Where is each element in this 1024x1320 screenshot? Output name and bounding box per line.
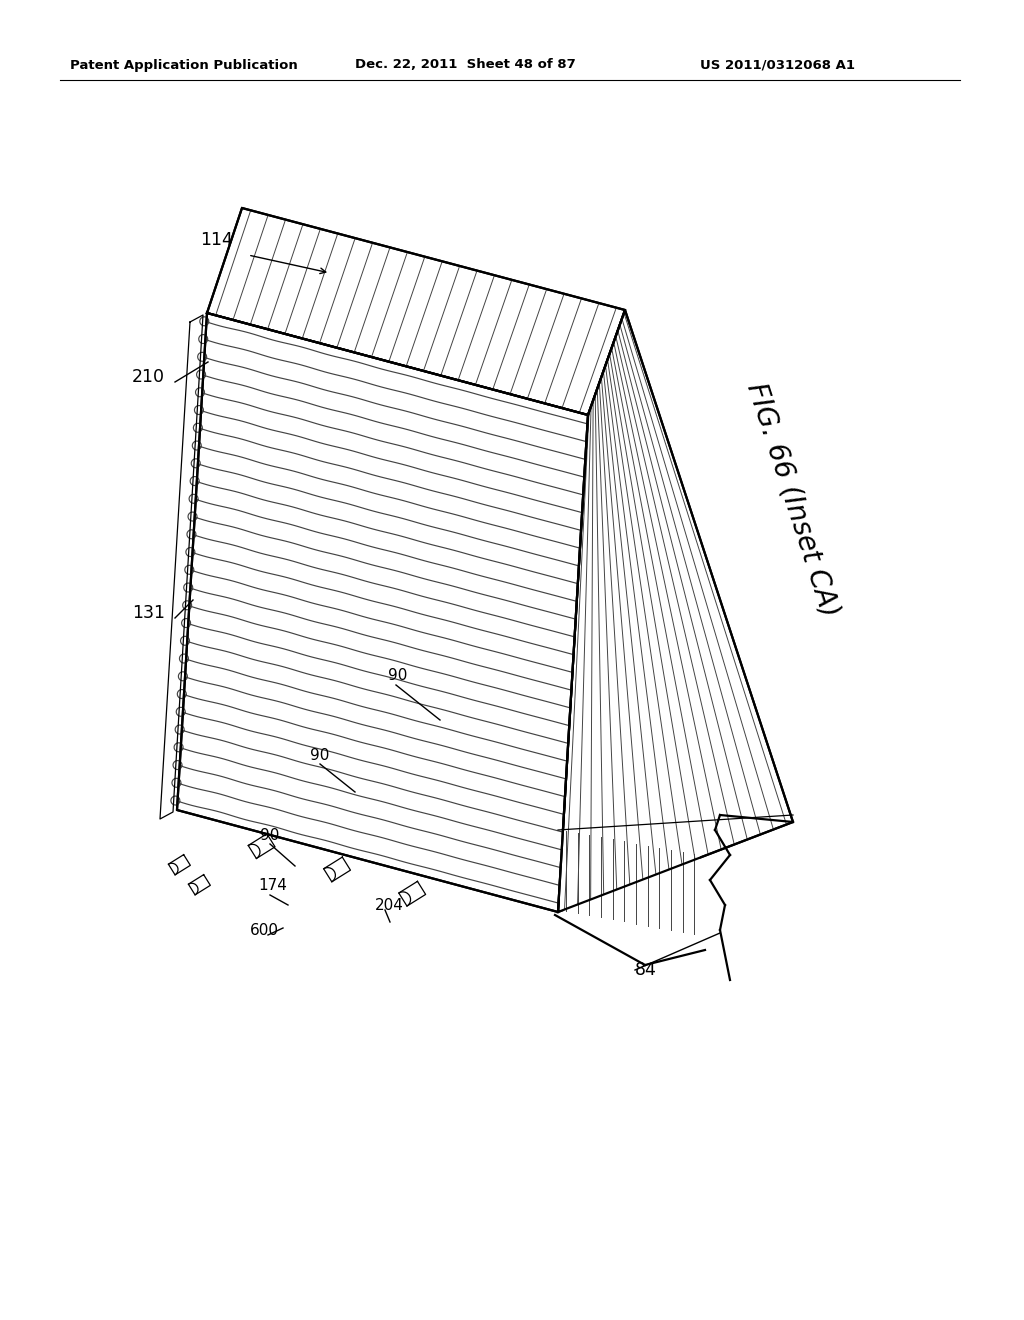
- Polygon shape: [177, 313, 588, 912]
- Text: 600: 600: [250, 923, 279, 939]
- Text: 90: 90: [310, 748, 330, 763]
- Text: US 2011/0312068 A1: US 2011/0312068 A1: [700, 58, 855, 71]
- Text: 174: 174: [258, 878, 287, 894]
- Polygon shape: [560, 830, 700, 935]
- Text: 90: 90: [388, 668, 408, 682]
- Text: 114: 114: [200, 231, 232, 249]
- Text: 90: 90: [260, 828, 280, 843]
- Text: 131: 131: [132, 605, 165, 622]
- Text: 210: 210: [132, 368, 165, 385]
- Text: 84: 84: [635, 961, 656, 979]
- Polygon shape: [207, 209, 625, 414]
- Text: Patent Application Publication: Patent Application Publication: [70, 58, 298, 71]
- Text: 204: 204: [375, 898, 403, 913]
- Text: Dec. 22, 2011  Sheet 48 of 87: Dec. 22, 2011 Sheet 48 of 87: [355, 58, 575, 71]
- Polygon shape: [558, 310, 793, 912]
- Text: FIG. 66 (Inset CA): FIG. 66 (Inset CA): [741, 379, 844, 620]
